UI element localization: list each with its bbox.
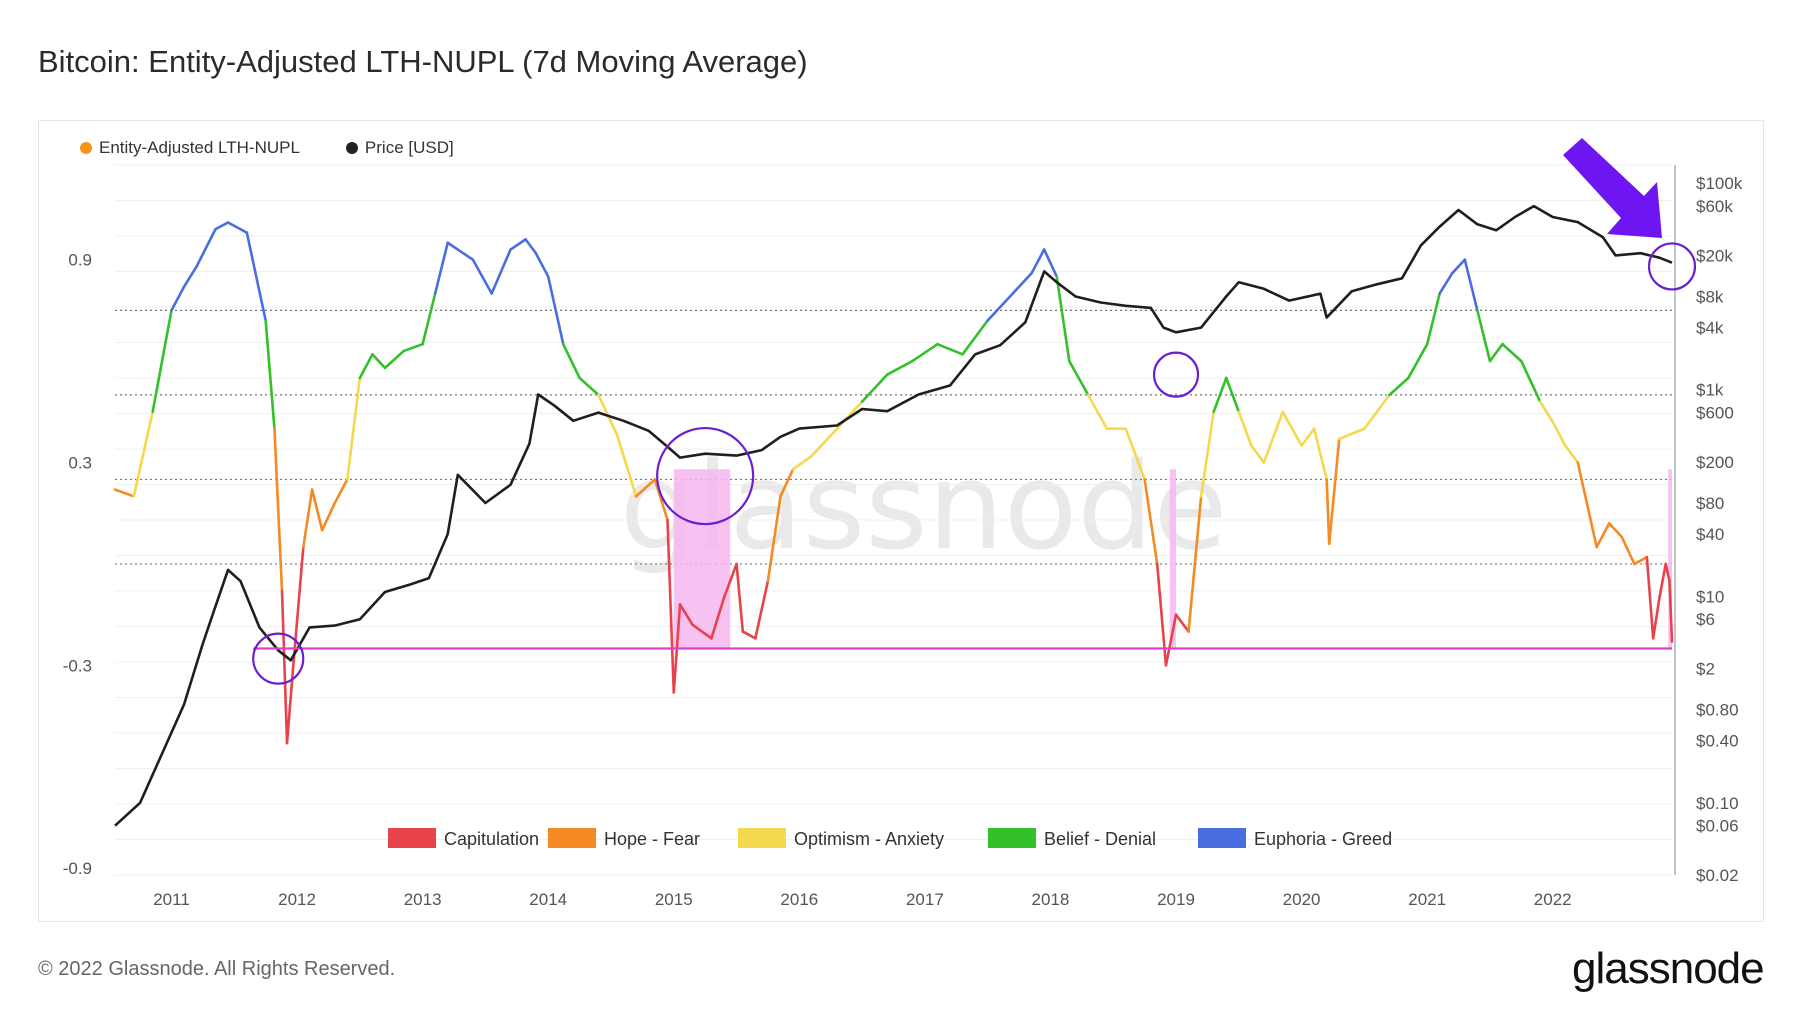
chart-frame: [38, 120, 1764, 922]
top-legend: Entity-Adjusted LTH-NUPL Price [USD]: [80, 138, 454, 158]
legend-price-label: Price [USD]: [364, 138, 454, 157]
legend-item-nupl[interactable]: Entity-Adjusted LTH-NUPL: [80, 138, 300, 158]
chart-title: Bitcoin: Entity-Adjusted LTH-NUPL (7d Mo…: [38, 44, 808, 79]
legend-nupl-swatch: [80, 142, 92, 154]
glassnode-logo: glassnode: [1572, 944, 1765, 993]
copyright-footer: © 2022 Glassnode. All Rights Reserved.: [38, 958, 396, 980]
legend-price-swatch: [345, 142, 358, 154]
legend-nupl-label: Entity-Adjusted LTH-NUPL: [99, 138, 300, 157]
legend-item-price[interactable]: Price [USD]: [345, 138, 454, 158]
